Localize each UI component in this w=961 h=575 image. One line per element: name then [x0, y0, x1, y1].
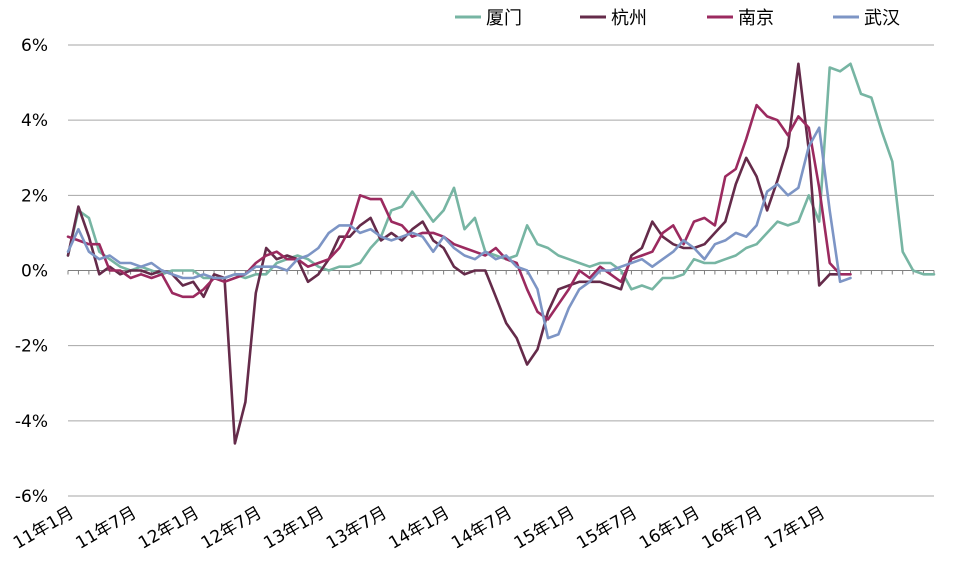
x-tick-label: 12年1月 — [135, 503, 203, 554]
legend-label: 南京 — [738, 8, 774, 29]
x-tick-label: 14年1月 — [386, 503, 454, 554]
y-axis-tick-labels: -6% -4% -2% 0% 2% 4% 6% — [15, 36, 48, 507]
series-line-4 — [66, 126, 852, 340]
series-line-2 — [66, 62, 842, 445]
x-tick-label: 17年1月 — [761, 503, 829, 554]
x-tick-label: 13年1月 — [260, 503, 328, 554]
x-tick-label: 16年7月 — [699, 503, 767, 554]
y-tick-label: -2% — [15, 337, 48, 357]
x-tick-label: 11年1月 — [10, 503, 78, 554]
legend-label: 厦门 — [486, 8, 522, 29]
x-tick-label: 11年7月 — [73, 503, 141, 554]
x-tick-label: 15年1月 — [511, 503, 579, 554]
grid-lines — [68, 44, 934, 497]
x-tick-label: 16年1月 — [636, 503, 704, 554]
y-tick-label: 6% — [21, 36, 48, 56]
y-tick-label: -4% — [15, 412, 48, 432]
series-line-3 — [66, 103, 852, 321]
x-tick-label: 13年7月 — [323, 503, 391, 554]
y-tick-label: 0% — [21, 262, 48, 282]
x-tick-label: 14年7月 — [448, 503, 516, 554]
legend: 厦门 杭州 南京 武汉 — [455, 8, 900, 29]
x-tick-label: 15年7月 — [573, 503, 641, 554]
x-tick-label: 12年7月 — [198, 503, 266, 554]
y-tick-label: 4% — [21, 111, 48, 131]
x-axis-tick-labels: 11年1月11年7月12年1月12年7月13年1月13年7月14年1月14年7月… — [10, 503, 829, 554]
legend-label: 杭州 — [611, 8, 647, 29]
y-tick-label: 2% — [21, 186, 48, 206]
legend-label: 武汉 — [864, 8, 900, 29]
series-lines — [66, 62, 936, 445]
y-tick-label: -6% — [15, 487, 48, 507]
